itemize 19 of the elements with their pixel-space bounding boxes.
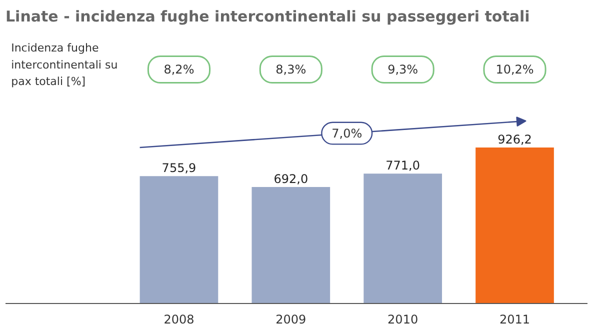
x-tick-label: 2008 bbox=[164, 312, 194, 326]
bar bbox=[364, 174, 442, 304]
text: 8,2% bbox=[164, 62, 194, 76]
data-label: 692,0 bbox=[274, 172, 308, 186]
text: 10,2% bbox=[496, 62, 534, 76]
bar bbox=[476, 148, 554, 304]
x-tick-label: 2009 bbox=[276, 312, 306, 326]
x-tick-label: 2011 bbox=[499, 312, 530, 326]
text: Incidenza fughe intercontinentali su pax totali [%] bbox=[11, 41, 118, 88]
bar bbox=[140, 176, 218, 304]
bar bbox=[252, 186, 330, 304]
x-tick-label: 2010 bbox=[388, 312, 418, 326]
text: 9,3% bbox=[388, 62, 418, 76]
text: 8,3% bbox=[276, 62, 306, 76]
chart-title: Linate - incidenza fughe intercontinentali su passeggeri totali bbox=[6, 8, 530, 26]
data-label: 771,0 bbox=[386, 158, 420, 173]
data-label: 926,2 bbox=[498, 132, 532, 146]
text: 7,0% bbox=[332, 126, 362, 140]
data-label: 755,9 bbox=[162, 161, 196, 176]
